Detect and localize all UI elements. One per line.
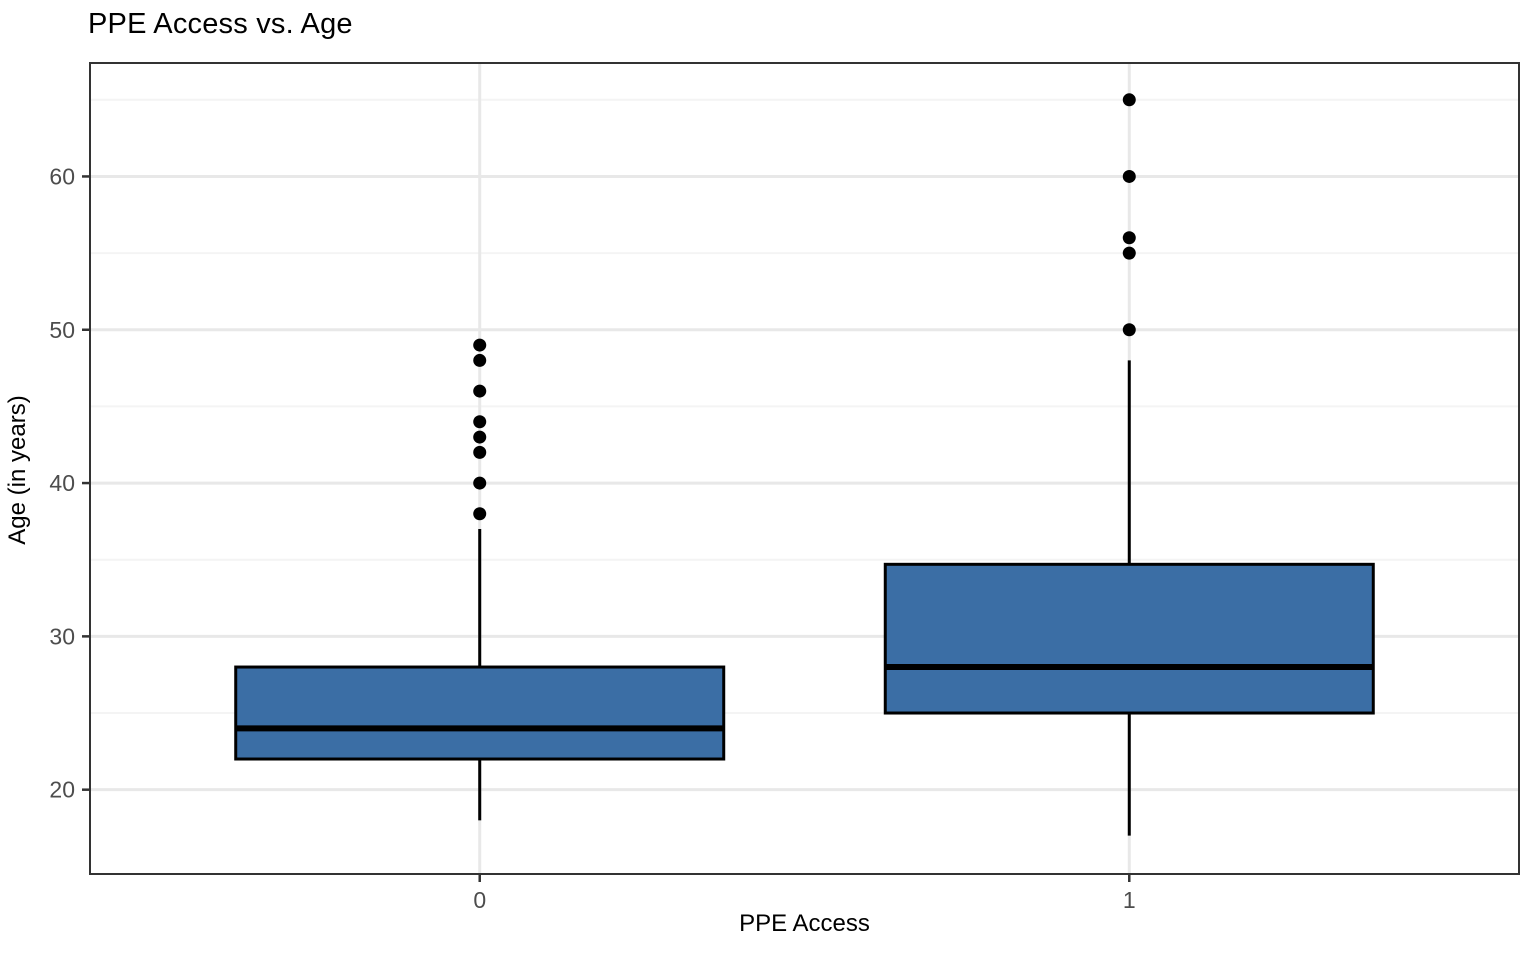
chart-title: PPE Access vs. Age: [88, 8, 353, 40]
outlier-dot: [1122, 246, 1136, 260]
y-tick-label: 50: [49, 317, 75, 343]
outlier-dot: [473, 445, 487, 459]
y-tick-label: 60: [49, 163, 75, 189]
outlier-dot: [473, 430, 487, 444]
box-iqr: [234, 665, 726, 761]
y-tick-label: 40: [49, 470, 75, 496]
outlier-dot: [473, 338, 487, 352]
outlier-dot: [473, 507, 487, 521]
panel-border: [89, 62, 1520, 875]
y-axis-title: Age (in years): [4, 395, 31, 545]
y-tick-label: 30: [49, 623, 75, 649]
box-iqr: [883, 562, 1375, 715]
outlier-dot: [1122, 323, 1136, 337]
outlier-dot: [473, 384, 487, 398]
x-axis-title: PPE Access: [739, 910, 870, 937]
y-tick-label: 20: [49, 777, 75, 803]
outlier-dot: [1122, 93, 1136, 107]
outlier-dot: [1122, 169, 1136, 183]
outlier-dot: [473, 476, 487, 490]
outlier-dot: [473, 415, 487, 429]
x-tick-label: 0: [473, 887, 486, 913]
x-tick-label: 1: [1123, 887, 1136, 913]
outlier-dot: [473, 353, 487, 367]
outlier-dot: [1122, 231, 1136, 245]
